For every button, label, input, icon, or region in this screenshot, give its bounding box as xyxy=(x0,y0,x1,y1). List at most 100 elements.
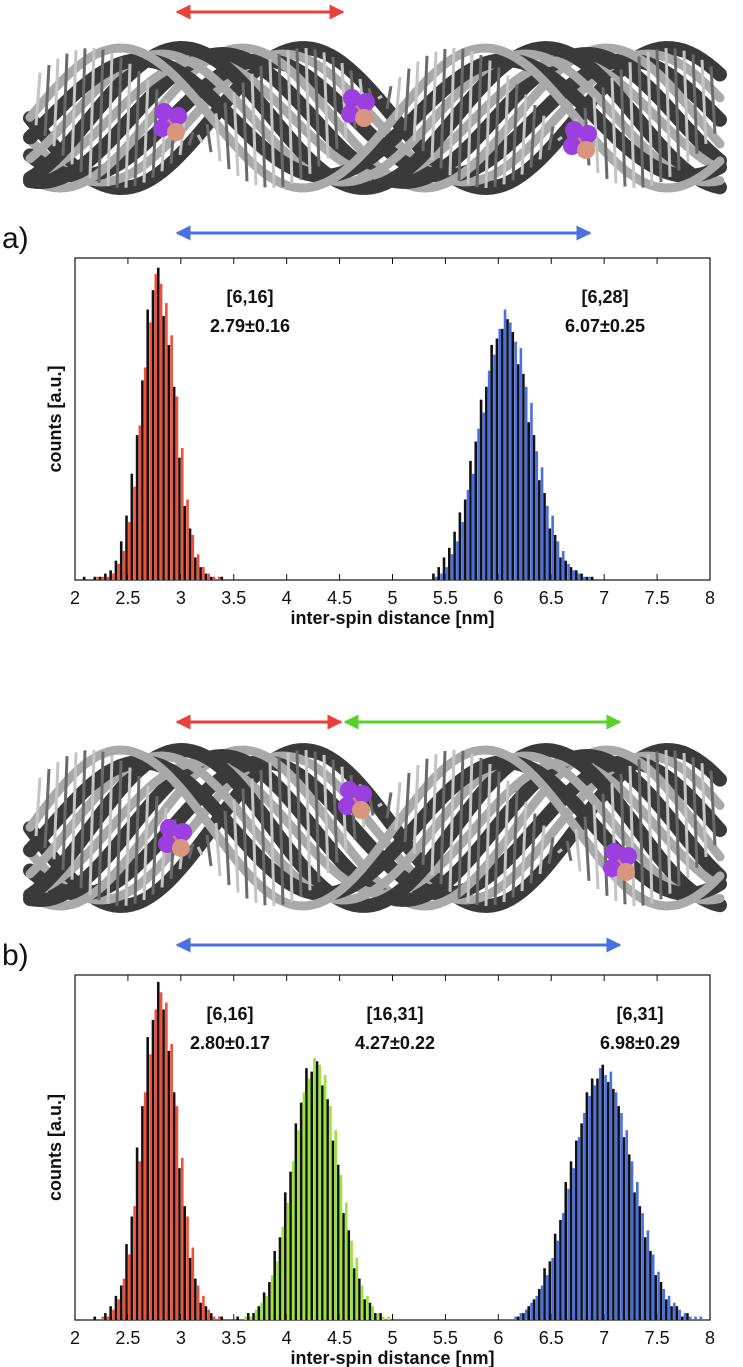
bar xyxy=(194,557,197,580)
base-pair xyxy=(313,751,321,883)
base-pair xyxy=(241,82,249,182)
base-pair xyxy=(448,47,456,176)
base-pair xyxy=(628,765,636,906)
spin-label xyxy=(158,835,176,853)
bar xyxy=(506,319,509,580)
bar xyxy=(633,1192,636,1320)
bar xyxy=(339,1175,343,1320)
bar xyxy=(593,1085,597,1320)
bar xyxy=(469,460,472,580)
x-axis-label: inter-spin distance [nm] xyxy=(290,608,494,628)
bar xyxy=(125,515,128,580)
base-pair xyxy=(664,749,672,894)
bar xyxy=(585,1092,589,1320)
base-pair xyxy=(385,792,393,819)
spin-label xyxy=(155,103,173,121)
bar xyxy=(583,1113,586,1320)
bar xyxy=(159,992,163,1320)
bar xyxy=(596,1078,599,1320)
bar xyxy=(569,1161,573,1320)
base-pair xyxy=(187,843,195,859)
base-pair xyxy=(70,752,78,880)
bar xyxy=(511,332,515,580)
bar xyxy=(186,499,189,580)
bar xyxy=(540,1285,544,1320)
bar xyxy=(519,1313,523,1320)
spin-label xyxy=(565,121,583,139)
bar xyxy=(109,570,112,580)
spin-label xyxy=(338,797,356,815)
bar xyxy=(236,1316,239,1320)
bar xyxy=(546,505,549,580)
bar xyxy=(453,531,456,580)
bar xyxy=(442,557,446,580)
bar xyxy=(149,322,152,580)
bar xyxy=(437,567,441,580)
bar xyxy=(654,1275,657,1320)
bar xyxy=(680,1316,684,1320)
annotation: [6,31] xyxy=(616,1004,663,1024)
bar xyxy=(382,1316,385,1320)
base-pair xyxy=(286,50,294,185)
bar xyxy=(625,1130,629,1320)
bar xyxy=(450,554,454,580)
bar xyxy=(114,560,118,580)
base-pair xyxy=(322,52,330,159)
bar xyxy=(657,1271,660,1320)
bar xyxy=(196,554,200,580)
base-pair xyxy=(385,85,393,110)
bar xyxy=(252,1313,255,1320)
base-pair xyxy=(232,92,240,177)
bar xyxy=(128,1254,131,1320)
x-tick-label: 3.5 xyxy=(221,588,246,608)
bar xyxy=(376,1313,380,1320)
bar xyxy=(302,1092,306,1320)
base-pair xyxy=(557,136,563,142)
bar xyxy=(143,1092,147,1320)
x-tick-label: 2 xyxy=(70,1328,80,1348)
illustrations xyxy=(23,40,727,914)
annotation: 4.27±0.22 xyxy=(355,1033,435,1053)
bar xyxy=(516,364,520,580)
base-pair xyxy=(673,48,681,171)
bar xyxy=(114,1295,118,1320)
bar xyxy=(122,1278,126,1320)
bar xyxy=(503,309,507,580)
bar xyxy=(315,1061,319,1320)
base-pair xyxy=(466,753,474,903)
spin-label xyxy=(174,823,192,841)
base-pair xyxy=(88,48,96,179)
bar xyxy=(588,576,591,580)
bar xyxy=(537,480,541,580)
bar xyxy=(331,1140,335,1320)
bar xyxy=(548,1261,552,1320)
bar xyxy=(109,1306,112,1320)
bar xyxy=(217,1316,221,1320)
x-tick-label: 5 xyxy=(387,588,397,608)
bar xyxy=(527,422,530,580)
bar xyxy=(262,1292,266,1320)
bar xyxy=(342,1213,345,1320)
base-pair xyxy=(377,802,383,808)
bar xyxy=(688,1316,692,1320)
bar xyxy=(537,1288,541,1320)
bar xyxy=(305,1068,308,1320)
spin-label xyxy=(617,863,635,881)
bar xyxy=(178,1168,181,1320)
bar xyxy=(641,1213,644,1320)
panel-label: a) xyxy=(2,222,29,255)
bar xyxy=(212,576,216,580)
bar xyxy=(514,341,517,580)
bar xyxy=(172,386,176,580)
x-tick-label: 4 xyxy=(282,588,292,608)
base-pair xyxy=(592,804,600,890)
x-tick-label: 6 xyxy=(493,588,503,608)
base-pair xyxy=(610,77,618,184)
spin-label xyxy=(341,105,359,123)
bar xyxy=(329,1106,332,1320)
bar xyxy=(209,1313,213,1320)
base-pair xyxy=(628,62,636,188)
bar xyxy=(609,1071,613,1320)
bar xyxy=(490,344,493,580)
bar xyxy=(662,1288,666,1320)
